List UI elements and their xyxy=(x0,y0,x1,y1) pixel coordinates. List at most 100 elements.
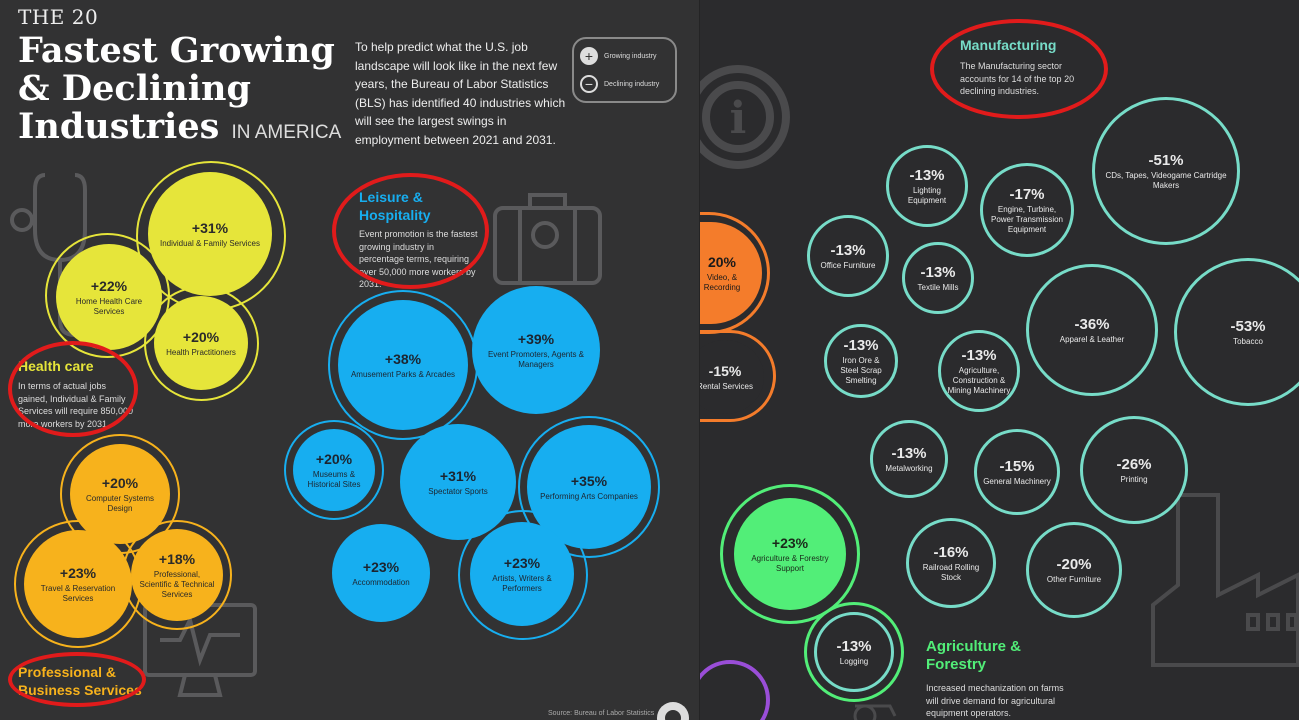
bubble-engine-turbine: -17% Engine, Turbine, Power Transmission… xyxy=(980,163,1074,257)
bubble-individual-family-services: +31% Individual & Family Services xyxy=(148,172,272,296)
bubble-computer-systems-design: +20% Computer Systems Design xyxy=(70,444,170,544)
bubble-pct: +35% xyxy=(570,472,608,489)
bubble-logging: -13% Logging xyxy=(814,612,894,692)
legend: + Growing industry − Declining industry xyxy=(572,37,677,103)
bubble-event-promoters: +39% Event Promoters, Agents & Managers xyxy=(472,286,600,414)
partial-outline xyxy=(700,660,770,720)
bubble-pct: -15% xyxy=(999,457,1035,475)
bubble-pct: -16% xyxy=(933,543,969,561)
bubble-label: Agriculture, Construction & Mining Machi… xyxy=(947,365,1011,395)
bubble-label: Accommodation xyxy=(352,577,410,587)
bubble-other-furniture: -20% Other Furniture xyxy=(1026,522,1122,618)
bubble-label: Lighting Equipment xyxy=(907,185,947,205)
agriculture-title: Agriculture & Forestry xyxy=(926,638,1022,673)
bubble-pct: -13% xyxy=(909,166,945,184)
legend-growing-label: Growing industry xyxy=(604,52,657,60)
left-panel: THE 20 Fastest Growing & Declining Indus… xyxy=(8,5,689,720)
bubble-rental-services: -15% Rental Services xyxy=(700,340,764,414)
bubble-metalworking: -13% Metalworking xyxy=(870,420,948,498)
bubble-pct: -36% xyxy=(1074,315,1110,333)
info-gear-icon: i xyxy=(700,65,790,169)
bubble-label: Apparel & Leather xyxy=(1059,334,1125,344)
bubble-textile-mills: -13% Textile Mills xyxy=(902,242,974,314)
bubble-pct: -51% xyxy=(1148,151,1184,169)
bubble-label: CDs, Tapes, Videogame Cartridge Makers xyxy=(1105,170,1227,190)
bubble-artists-writers: +23% Artists, Writers & Performers xyxy=(470,522,574,626)
highlight-ring xyxy=(8,341,138,437)
bubble-label: Travel & Reservation Services xyxy=(40,583,116,603)
bubble-office-furniture: -13% Office Furniture xyxy=(807,215,889,297)
bubble-label: Office Furniture xyxy=(820,260,876,270)
bubble-label: Iron Ore & Steel Scrap Smelting xyxy=(840,355,882,385)
legend-declining: − Declining industry xyxy=(580,75,659,93)
plus-icon: + xyxy=(580,47,598,65)
title-line-3: Industries IN AMERICA xyxy=(18,108,341,152)
bubble-tobacco: -53% Tobacco xyxy=(1174,258,1299,406)
bubble-label: Professional, Scientific & Technical Ser… xyxy=(139,569,215,599)
bubble-museums: +20% Museums & Historical Sites xyxy=(293,429,375,511)
bubble-label: Logging xyxy=(839,656,869,666)
bubble-railroad-rolling-stock: -16% Railroad Rolling Stock xyxy=(906,518,996,608)
bubble-home-health-care: +22% Home Health Care Services xyxy=(56,244,162,350)
bubble-label: Video, & Recording xyxy=(703,272,741,292)
tractor-icon xyxy=(853,704,897,720)
bubble-label: Agriculture & Forestry Support xyxy=(751,553,829,573)
bubble-pct: -13% xyxy=(843,336,879,354)
title-line-1: Fastest Growing xyxy=(18,30,335,71)
bubble-pct: -20% xyxy=(1056,555,1092,573)
bubble-accommodation: +23% Accommodation xyxy=(332,524,430,622)
bubble-label: Textile Mills xyxy=(917,282,959,292)
legend-declining-label: Declining industry xyxy=(604,80,660,88)
bubble-pct: +18% xyxy=(158,550,196,567)
bubble-pct: +23% xyxy=(771,534,809,551)
highlight-ring xyxy=(930,19,1108,119)
bubble-spectator-sports: +31% Spectator Sports xyxy=(400,424,516,540)
bubble-pct: -13% xyxy=(961,346,997,364)
title-prefix: THE 20 xyxy=(18,5,99,29)
bubble-pct: +23% xyxy=(59,564,97,581)
bubble-label: Health Practitioners xyxy=(166,347,236,357)
bubble-label: Amusement Parks & Arcades xyxy=(350,369,456,379)
highlight-ring xyxy=(8,652,146,707)
bubble-apparel-leather: -36% Apparel & Leather xyxy=(1026,264,1158,396)
bubble-amusement-parks: +38% Amusement Parks & Arcades xyxy=(338,300,468,430)
bubble-pct: +20% xyxy=(182,328,220,345)
right-panel: i 20% Video, & Recording -15% Rental Ser… xyxy=(700,0,1299,720)
agriculture-outline xyxy=(720,484,860,624)
bubble-label: Other Furniture xyxy=(1046,574,1102,584)
bubble-label: Computer Systems Design xyxy=(85,493,155,513)
bubble-pct: +31% xyxy=(439,467,477,484)
bubble-label: Artists, Writers & Performers xyxy=(492,573,552,593)
suitcase-icon xyxy=(493,193,602,285)
bubble-label: General Machinery xyxy=(983,476,1051,486)
legend-growing: + Growing industry xyxy=(580,47,657,65)
bubble-label: Home Health Care Services xyxy=(75,296,143,316)
bubble-pct: +39% xyxy=(517,330,555,347)
bubble-pct: -15% xyxy=(708,362,742,379)
leisure-outline xyxy=(284,420,384,520)
factory-icon xyxy=(1151,493,1299,667)
agriculture-desc: Increased mechanization on farms will dr… xyxy=(926,683,1064,718)
bubble-pct: -53% xyxy=(1230,317,1266,335)
source-note: Source: Bureau of Labor Statistics xyxy=(548,710,655,717)
title-line-2: & Declining xyxy=(18,68,251,109)
svg-text:i: i xyxy=(730,93,747,144)
bubble-health-practitioners: +20% Health Practitioners xyxy=(154,296,248,390)
bubble-label: Museums & Historical Sites xyxy=(307,469,361,489)
bubble-label: Tobacco xyxy=(1233,336,1263,346)
title-suffix: IN AMERICA xyxy=(231,122,342,143)
bubble-pct: -13% xyxy=(891,444,927,462)
bubble-iron-ore-steel: -13% Iron Ore & Steel Scrap Smelting xyxy=(824,324,898,398)
bubble-pct: 20% xyxy=(707,253,737,270)
bubble-pct: +20% xyxy=(315,450,353,467)
bubble-label: Rental Services xyxy=(700,381,754,391)
bubble-label: Individual & Family Services xyxy=(159,238,261,248)
bubble-label: Metalworking xyxy=(885,463,933,473)
bubble-pct: -13% xyxy=(920,263,956,281)
bubble-pct: +31% xyxy=(191,219,229,236)
bubble-travel-reservation: +23% Travel & Reservation Services xyxy=(24,530,132,638)
bubble-pct: -26% xyxy=(1116,455,1152,473)
highlight-ring xyxy=(332,173,489,289)
bubble-cds-tapes: -51% CDs, Tapes, Videogame Cartridge Mak… xyxy=(1092,97,1240,245)
